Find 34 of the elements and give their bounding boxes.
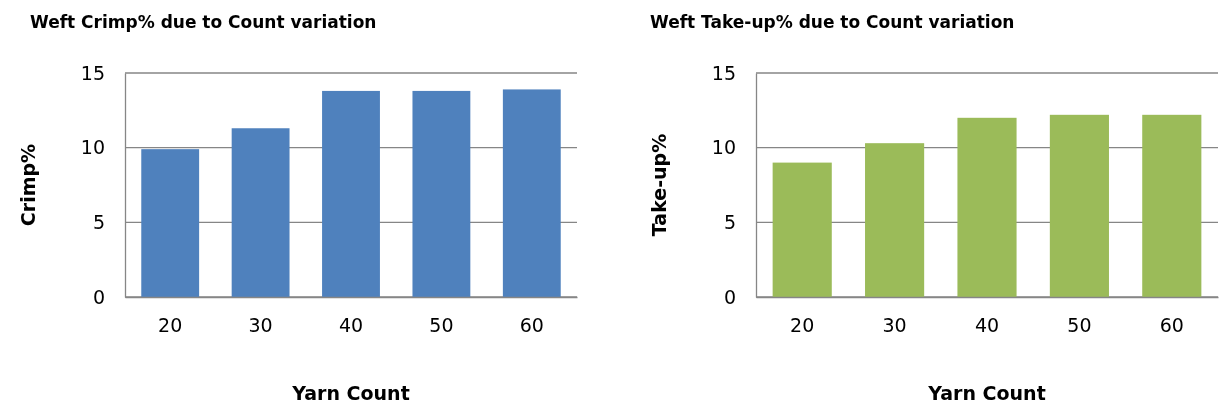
x-tick-label: 50: [1067, 314, 1092, 337]
bar: [231, 128, 290, 297]
x-tick-label: 40: [974, 314, 1000, 337]
y-tick-label: 0: [92, 285, 105, 308]
y-tick-label: 0: [723, 285, 736, 308]
x-tick-label: 60: [1159, 314, 1184, 337]
y-tick-label: 5: [723, 210, 736, 233]
bar: [865, 143, 925, 297]
bar: [1049, 114, 1109, 297]
bar: [1142, 114, 1202, 297]
x-tick-label: 20: [158, 314, 183, 337]
x-tick-label: 40: [338, 314, 364, 337]
y-tick-label: 15: [711, 61, 736, 84]
x-axis-title: Yarn Count: [927, 382, 1046, 404]
chart-title: Weft Take-up% due to Count variation: [650, 12, 1015, 32]
bar: [412, 90, 471, 297]
bar: [322, 90, 380, 297]
y-tick-label: 10: [711, 136, 736, 159]
x-tick-label: 60: [519, 314, 544, 337]
x-tick-label: 50: [429, 314, 454, 337]
chart-title: Weft Crimp% due to Count variation: [30, 12, 377, 32]
x-axis-title: Yarn Count: [291, 382, 410, 404]
y-axis-title: Take-up%: [648, 133, 670, 237]
x-tick-label: 30: [882, 314, 907, 337]
x-tick-label: 20: [790, 314, 815, 337]
bar: [957, 117, 1017, 297]
y-tick-label: 10: [80, 136, 105, 159]
y-axis-title: Crimp%: [17, 143, 39, 227]
y-tick-label: 5: [92, 210, 105, 233]
x-tick-label: 30: [248, 314, 273, 337]
bar: [502, 89, 561, 297]
bar: [772, 162, 832, 297]
bar: [141, 149, 200, 297]
y-tick-label: 15: [80, 61, 105, 84]
